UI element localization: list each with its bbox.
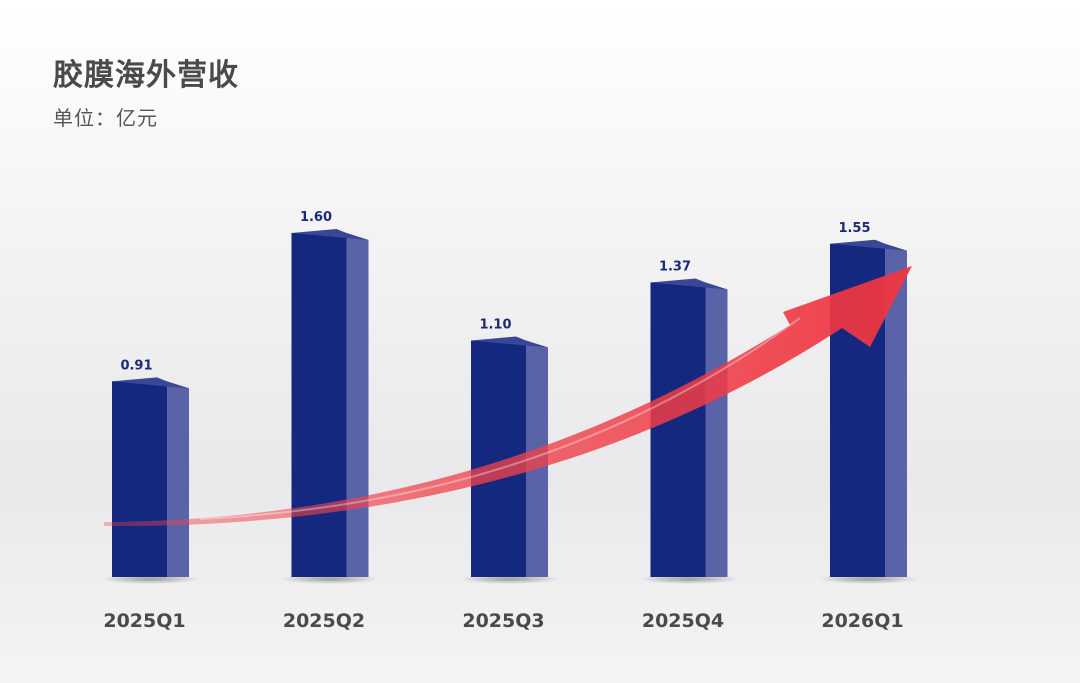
bar-top-2025Q1: [112, 377, 189, 389]
value-label-2025Q3: 1.10: [479, 318, 511, 333]
chart-title: 胶膜海外营收: [53, 58, 239, 93]
bar-top-2026Q1: [830, 239, 907, 251]
x-tick-2025Q1: 2025Q1: [103, 610, 185, 632]
bar-top-2025Q4: [650, 278, 728, 290]
trend-arrow-body: [104, 266, 912, 527]
value-label-2025Q1: 0.91: [120, 358, 152, 373]
x-tick-2026Q1: 2026Q1: [821, 610, 903, 632]
trend-arrow-highlight: [199, 317, 801, 520]
value-labels: 0.91 1.60 1.10 1.37 1.55: [120, 210, 870, 373]
value-label-2025Q2: 1.60: [300, 210, 332, 225]
trend-arrow: [104, 266, 912, 527]
chart-subtitle-unit: 单位：亿元: [53, 106, 158, 130]
x-tick-2025Q4: 2025Q4: [642, 610, 724, 632]
bar-2025Q4: [650, 282, 706, 577]
x-axis-tick-labels: 2025Q1 2025Q2 2025Q3 2025Q4 2026Q1: [103, 610, 903, 632]
bar-2025Q1: [112, 381, 167, 577]
bar-side-2025Q2: [346, 233, 369, 577]
bars: [112, 229, 907, 577]
bar-top-2025Q3: [471, 336, 548, 348]
bar-side-2025Q1: [167, 381, 189, 577]
x-tick-2025Q2: 2025Q2: [283, 610, 365, 632]
value-label-2026Q1: 1.55: [838, 221, 870, 236]
value-label-2025Q4: 1.37: [659, 259, 691, 274]
bar-side-2026Q1: [885, 243, 907, 577]
bar-side-2025Q4: [705, 282, 728, 577]
bar-top-2025Q2: [291, 229, 369, 240]
x-tick-2025Q3: 2025Q3: [462, 610, 544, 632]
bar-2025Q2: [291, 233, 347, 577]
